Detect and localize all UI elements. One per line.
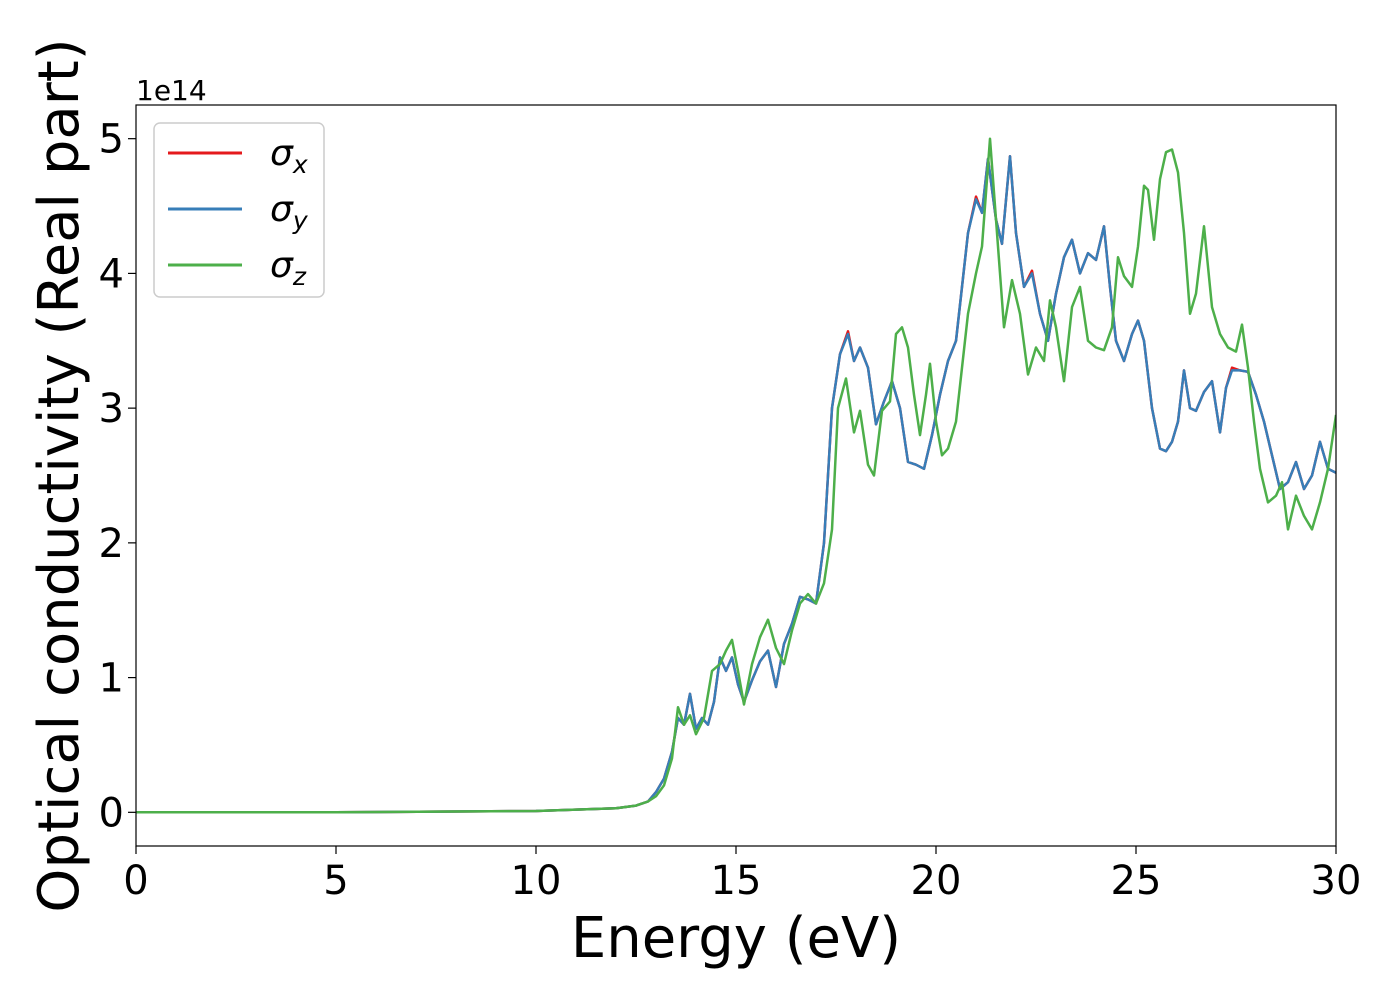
x-tick-label: 20	[911, 858, 962, 904]
x-tick-label: 5	[323, 858, 348, 904]
legend-label-y: σy	[270, 189, 309, 235]
x-tick-label: 0	[123, 858, 148, 904]
y-tick-label: 3	[99, 386, 124, 432]
y-axis-label: Optical conductivity (Real part)	[27, 38, 92, 912]
x-tick-label: 30	[1311, 858, 1362, 904]
y-axis: 0 1 2 3 4 5	[99, 117, 136, 836]
legend-label-z: σz	[270, 245, 307, 291]
x-axis: 0 5 10 15 20 25 30	[123, 846, 1361, 904]
series-line-y	[136, 154, 1336, 814]
y-tick-label: 1	[99, 656, 124, 702]
y-offset-label: 1e14	[136, 74, 207, 107]
y-tick-label: 0	[99, 790, 124, 836]
y-tick-label: 4	[99, 251, 124, 297]
x-tick-label: 15	[711, 858, 762, 904]
y-tick-label: 5	[99, 117, 124, 163]
x-tick-label: 10	[511, 858, 562, 904]
x-axis-label: Energy (eV)	[571, 906, 901, 971]
legend-label-x: σx	[270, 133, 308, 179]
x-tick-label: 25	[1111, 858, 1162, 904]
legend: σx σy σz	[153, 122, 325, 298]
series-layer	[136, 137, 1336, 814]
y-tick-label: 2	[99, 521, 124, 567]
series-line-z	[136, 137, 1336, 814]
